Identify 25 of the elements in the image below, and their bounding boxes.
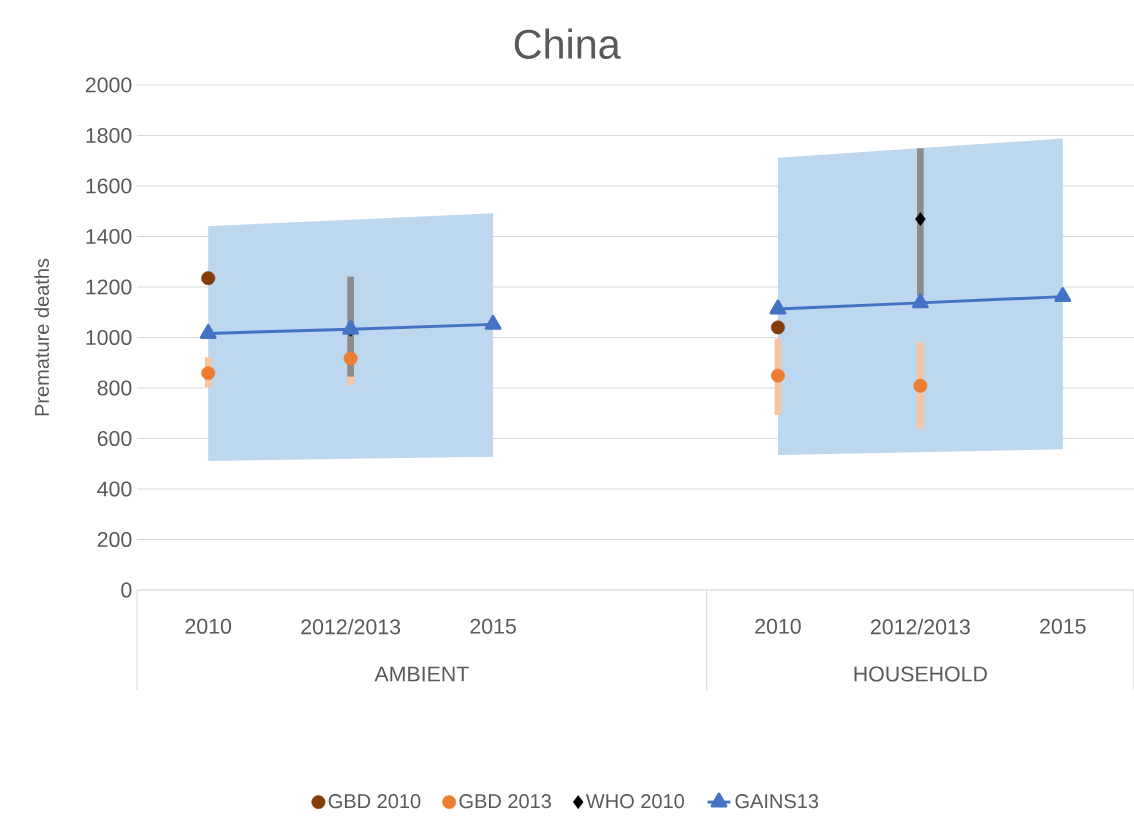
x-tick-label: 2015 (470, 618, 516, 634)
legend-label: WHO 2010 (585, 794, 684, 809)
text: HOUSEHOLD (854, 666, 987, 682)
y-tick-label: 1000 (86, 329, 132, 346)
y-tick-label: 800 (97, 380, 132, 396)
y-tick-label: 2000 (85, 77, 132, 93)
x-tick-label: 2012/2013 (871, 618, 970, 635)
y-tick-label: 1600 (86, 178, 132, 194)
y-tick-label: 1200 (86, 279, 132, 295)
y-axis-title: Premature deaths (34, 258, 49, 416)
legend-label: GAINS13 (735, 794, 819, 809)
text: AMBIENT (374, 666, 469, 682)
y-tick-label: 600 (97, 430, 132, 447)
x-tick-label: 2015 (1040, 618, 1086, 634)
chart-title: China (514, 28, 621, 59)
y-tick-label: 400 (97, 481, 132, 497)
y-tick-label: 1800 (86, 127, 132, 144)
y-tick-label: 200 (97, 531, 132, 548)
x-tick-label: 2010 (755, 618, 801, 634)
legend-label: GBD 2010 (328, 794, 421, 809)
y-tick-label: 1400 (86, 228, 132, 245)
legend-label: GBD 2013 (459, 794, 551, 809)
x-tick-label: 2012/2013 (301, 618, 401, 635)
y-tick-label: 0 (121, 582, 132, 598)
x-tick-label: 2010 (185, 618, 232, 634)
